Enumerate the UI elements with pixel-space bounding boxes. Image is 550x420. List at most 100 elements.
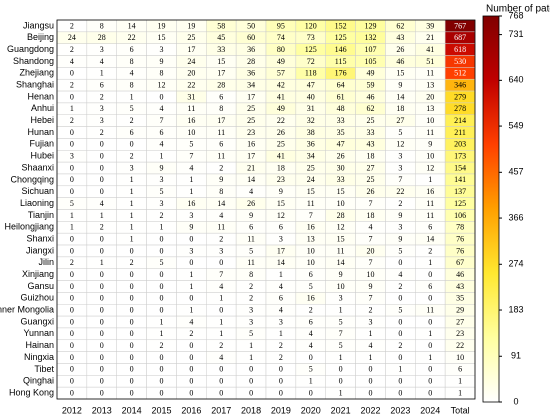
cell-label: 4 — [160, 104, 164, 113]
cell-label: 9 — [189, 223, 193, 232]
cell-label: 16 — [426, 187, 434, 196]
cell-label: 22 — [187, 80, 195, 89]
cell-label: 14 — [277, 258, 285, 267]
cell-label: 8 — [130, 57, 134, 66]
cell-label: 10 — [307, 246, 315, 255]
cell-label: 1 — [309, 377, 313, 386]
cell-label: 33 — [217, 45, 225, 54]
cell-label: 23 — [456, 329, 464, 338]
cell-label: 15 — [158, 33, 166, 42]
cell-label: 1 — [279, 329, 283, 338]
row-label: Liaoning — [20, 198, 54, 208]
cell-label: 28 — [217, 80, 225, 89]
row-label: Yunnan — [23, 328, 54, 338]
cell-label: 76 — [456, 246, 464, 255]
cell-label: 40 — [307, 92, 315, 101]
cell-label: 6 — [428, 223, 432, 232]
cell-label: 2 — [249, 294, 253, 303]
cell-label: 1 — [458, 388, 462, 397]
cell-label: 27 — [367, 163, 375, 172]
cell-label: 0 — [398, 353, 402, 362]
cell-label: 15 — [337, 234, 345, 243]
column-label: 2013 — [92, 405, 112, 415]
cell-label: 0 — [130, 140, 134, 149]
cell-label: 0 — [130, 294, 134, 303]
cell-label: 0 — [70, 365, 74, 374]
cell-label: 0 — [189, 341, 193, 350]
cell-label: 0 — [100, 187, 104, 196]
cell-label: 1 — [70, 104, 74, 113]
cell-label: 0 — [70, 377, 74, 386]
cell-label: 115 — [335, 57, 347, 66]
cell-label: 50 — [247, 21, 255, 30]
cell-label: 3 — [100, 104, 104, 113]
cell-label: 618 — [454, 45, 466, 54]
row-label: Hunan — [27, 127, 54, 137]
cell-label: 26 — [396, 45, 404, 54]
cell-label: 1 — [130, 187, 134, 196]
cell-label: 1 — [160, 317, 164, 326]
cell-label: 73 — [307, 33, 315, 42]
cell-label: 154 — [454, 163, 466, 172]
column-label: 2020 — [301, 405, 321, 415]
cell-label: 5 — [398, 306, 402, 315]
cell-label: 3 — [189, 211, 193, 220]
cell-label: 1 — [219, 329, 223, 338]
cell-label: 0 — [369, 365, 373, 374]
cell-label: 1 — [339, 353, 343, 362]
cell-label: 0 — [160, 270, 164, 279]
cell-label: 0 — [100, 270, 104, 279]
cell-label: 1 — [398, 365, 402, 374]
cell-label: 2 — [100, 223, 104, 232]
cell-label: 8 — [160, 69, 164, 78]
cell-label: 0 — [100, 140, 104, 149]
cell-label: 2 — [279, 353, 283, 362]
cell-label: 107 — [365, 45, 377, 54]
cell-label: 5 — [130, 104, 134, 113]
cell-label: 1 — [100, 258, 104, 267]
row-label: Xinjiang — [22, 269, 54, 279]
cell-label: 0 — [100, 282, 104, 291]
column-label: 2012 — [62, 405, 82, 415]
row-label: Heilongjiang — [4, 222, 54, 232]
cell-label: 118 — [305, 69, 317, 78]
cell-label: 0 — [100, 175, 104, 184]
cell-label: 41 — [277, 152, 285, 161]
cell-label: 19 — [158, 21, 166, 30]
cell-label: 0 — [428, 270, 432, 279]
cell-label: 1 — [100, 211, 104, 220]
cell-label: 1 — [189, 187, 193, 196]
cell-label: 20 — [367, 246, 375, 255]
cell-label: 211 — [454, 128, 466, 137]
cell-label: 95 — [277, 21, 285, 30]
cell-label: 74 — [277, 33, 285, 42]
cell-label: 0 — [100, 329, 104, 338]
cell-label: 0 — [339, 365, 343, 374]
cell-label: 11 — [307, 199, 315, 208]
cell-label: 13 — [426, 80, 434, 89]
cell-label: 5 — [339, 317, 343, 326]
cell-label: 0 — [160, 92, 164, 101]
cell-label: 6 — [160, 128, 164, 137]
cell-label: 3 — [130, 163, 134, 172]
cell-label: 16 — [187, 199, 195, 208]
cell-label: 9 — [398, 80, 402, 89]
cell-label: 11 — [247, 234, 255, 243]
cell-label: 132 — [365, 33, 377, 42]
row-label: Jiangsu — [23, 20, 54, 30]
cell-label: 2 — [219, 234, 223, 243]
cell-label: 5 — [249, 329, 253, 338]
cell-label: 1 — [189, 282, 193, 291]
cell-label: 0 — [160, 282, 164, 291]
cell-label: 3 — [160, 45, 164, 54]
cell-label: 346 — [454, 80, 466, 89]
cell-label: 106 — [454, 211, 466, 220]
cell-label: 0 — [189, 388, 193, 397]
cell-label: 6 — [279, 223, 283, 232]
row-label: Hong Kong — [9, 387, 54, 397]
cell-label: 0 — [398, 317, 402, 326]
cell-label: 17 — [217, 116, 225, 125]
cell-label: 173 — [454, 152, 466, 161]
cell-label: 0 — [189, 353, 193, 362]
cell-label: 30 — [337, 163, 345, 172]
